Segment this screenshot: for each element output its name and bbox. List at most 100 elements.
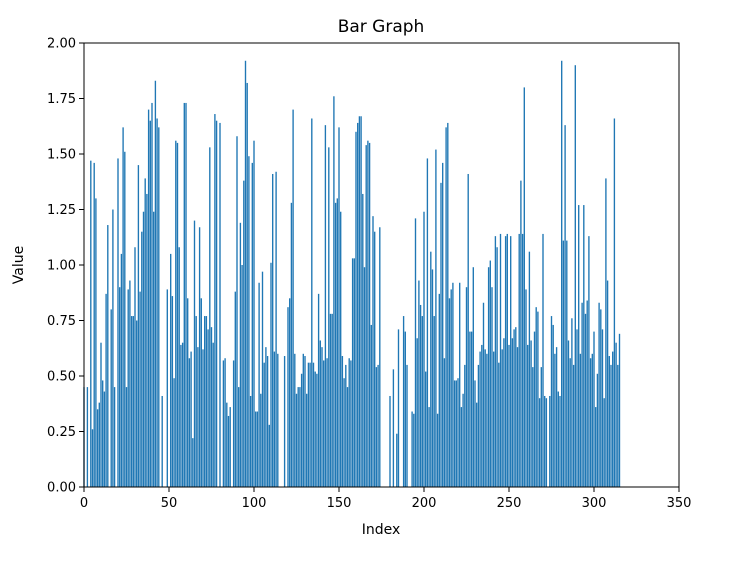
- bar-224: [464, 364, 466, 487]
- bar-11: [102, 380, 104, 487]
- bar-309: [608, 356, 610, 487]
- bar-159: [353, 258, 355, 487]
- x-tick-label: 300: [582, 496, 607, 511]
- y-tick-label: 0.00: [47, 481, 76, 496]
- bar-288: [572, 364, 575, 487]
- bar-283: [564, 125, 566, 487]
- bar-6: [93, 162, 95, 487]
- bar-204: [430, 251, 432, 487]
- bar-155: [346, 387, 349, 487]
- bar-230: [474, 380, 476, 487]
- bar-70: [202, 349, 204, 487]
- bar-113: [275, 171, 277, 487]
- bar-77: [214, 114, 216, 487]
- bar-141: [323, 360, 325, 487]
- bar-133: [309, 362, 311, 487]
- bar-216: [450, 289, 452, 487]
- bar-143: [326, 358, 328, 487]
- bar-38: [147, 109, 150, 487]
- bar-195: [414, 218, 417, 487]
- bar-76: [212, 342, 214, 487]
- bar-214: [447, 122, 449, 488]
- bar-84: [226, 402, 228, 487]
- bar-89: [234, 291, 236, 487]
- x-tick-label: 50: [161, 496, 178, 511]
- bar-7: [95, 198, 97, 487]
- bars-group: [83, 60, 621, 488]
- bar-23: [122, 127, 124, 488]
- bar-292: [579, 353, 582, 487]
- bar-218: [453, 380, 456, 487]
- bar-34: [141, 231, 143, 487]
- bar-270: [542, 233, 544, 487]
- bar-188: [402, 316, 405, 487]
- bar-32: [137, 165, 140, 487]
- bar-244: [498, 362, 500, 487]
- bar-147: [333, 96, 335, 487]
- y-tick-label: 1.50: [47, 148, 76, 163]
- bar-263: [530, 340, 532, 487]
- bar-279: [557, 391, 559, 487]
- bar-20: [117, 158, 119, 487]
- bar-259: [523, 87, 525, 488]
- bar-55: [176, 142, 179, 487]
- bar-73: [207, 329, 209, 487]
- bar-135: [312, 362, 315, 487]
- bar-205: [431, 269, 434, 487]
- bar-297: [588, 236, 590, 487]
- bar-28: [130, 316, 133, 487]
- bar-9: [98, 402, 100, 487]
- bar-248: [504, 236, 507, 487]
- bar-101: [255, 411, 257, 487]
- bar-13: [105, 293, 107, 487]
- bar-94: [243, 180, 245, 487]
- bar-301: [595, 407, 597, 487]
- bar-274: [549, 395, 551, 487]
- bar-127: [299, 387, 301, 487]
- bar-132: [307, 362, 310, 487]
- bar-128: [300, 373, 303, 487]
- bar-98: [249, 395, 252, 487]
- bar-190: [406, 364, 408, 487]
- bar-169: [370, 324, 372, 487]
- bar-53: [173, 378, 175, 487]
- bar-22: [120, 253, 123, 487]
- bar-56: [178, 247, 180, 487]
- bar-80: [219, 122, 221, 488]
- bar-305: [601, 329, 604, 487]
- bar-52: [171, 296, 174, 487]
- bar-97: [248, 156, 250, 487]
- bar-172: [375, 367, 378, 487]
- bar-185: [397, 329, 400, 487]
- bar-99: [251, 162, 253, 487]
- bar-171: [374, 231, 376, 487]
- bar-265: [533, 331, 536, 487]
- bar-27: [129, 280, 131, 487]
- bar-152: [341, 356, 344, 487]
- bar-250: [508, 344, 510, 487]
- bar-108: [266, 356, 269, 487]
- bar-109: [268, 424, 270, 487]
- bar-156: [348, 358, 350, 487]
- bar-21: [119, 287, 121, 487]
- bar-151: [340, 211, 342, 487]
- bar-122: [290, 202, 293, 487]
- bar-258: [521, 233, 524, 487]
- bar-313: [615, 342, 617, 487]
- bar-295: [584, 313, 587, 487]
- bar-209: [438, 293, 440, 487]
- bar-16: [110, 309, 112, 487]
- bar-36: [144, 178, 146, 488]
- bar-247: [503, 338, 505, 487]
- bar-140: [321, 347, 323, 487]
- bar-215: [448, 298, 451, 487]
- bar-170: [372, 216, 374, 487]
- bar-280: [559, 395, 561, 487]
- bar-303: [598, 302, 600, 487]
- bar-211: [442, 162, 444, 487]
- bar-91: [238, 387, 240, 487]
- bar-246: [501, 349, 503, 487]
- bar-145: [329, 313, 332, 487]
- bar-208: [436, 413, 439, 487]
